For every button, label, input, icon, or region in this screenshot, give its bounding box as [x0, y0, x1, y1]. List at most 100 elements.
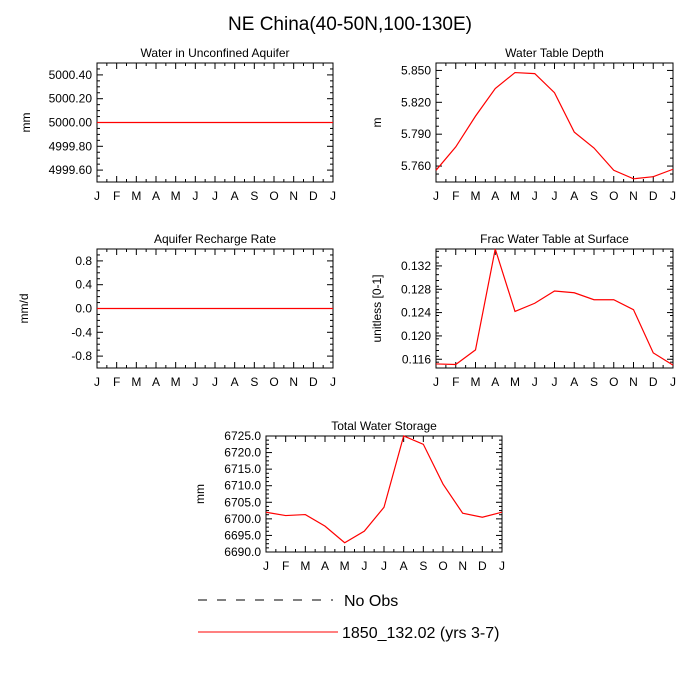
y-tick-label: 4999.80: [49, 139, 93, 153]
series-line: [435, 248, 674, 366]
x-tick-label: J: [192, 189, 198, 203]
x-tick-label: M: [300, 559, 310, 573]
series-line: [435, 71, 674, 180]
x-tick-label: N: [458, 559, 467, 573]
x-tick-label: J: [670, 189, 676, 203]
x-tick-label: D: [309, 189, 318, 203]
x-tick-label: J: [552, 375, 558, 389]
x-tick-label: J: [532, 375, 538, 389]
x-tick-label: J: [499, 559, 505, 573]
y-tick-label: 0.124: [401, 306, 431, 320]
x-tick-label: A: [152, 375, 160, 389]
x-tick-label: S: [590, 189, 598, 203]
y-tick-label: 6690.0: [224, 545, 261, 559]
y-tick-label: 6725.0: [224, 429, 261, 443]
x-tick-label: J: [433, 189, 439, 203]
y-tick-label: 5000.20: [49, 92, 93, 106]
x-tick-label: M: [131, 375, 141, 389]
panel-title: Total Water Storage: [331, 419, 437, 433]
x-tick-label: N: [629, 375, 638, 389]
x-tick-label: D: [478, 559, 487, 573]
x-tick-label: F: [282, 559, 289, 573]
x-tick-label: M: [340, 559, 350, 573]
panel-title: Aquifer Recharge Rate: [154, 232, 276, 246]
x-tick-label: A: [400, 559, 408, 573]
y-tick-label: 6705.0: [224, 495, 261, 509]
y-tick-label: 6715.0: [224, 462, 261, 476]
legend: No Obs 1850_132.02 (yrs 3-7): [198, 593, 499, 642]
y-axis-label: mm: [193, 484, 207, 504]
x-tick-label: J: [192, 375, 198, 389]
x-tick-label: D: [649, 375, 658, 389]
y-tick-label: 5.850: [401, 63, 431, 77]
figure-title: NE China(40-50N,100-130E): [228, 14, 472, 35]
x-tick-label: M: [471, 375, 481, 389]
x-tick-label: J: [94, 189, 100, 203]
y-axis-label: mm: [19, 113, 33, 133]
y-tick-label: 0.0: [75, 302, 92, 316]
panel-title: Frac Water Table at Surface: [480, 232, 629, 246]
legend-1850-label: 1850_132.02 (yrs 3-7): [342, 625, 499, 642]
x-tick-label: F: [452, 375, 459, 389]
x-tick-label: O: [609, 375, 618, 389]
y-axis-label: mm/d: [17, 294, 31, 324]
y-tick-label: 6720.0: [224, 446, 261, 460]
x-tick-label: S: [419, 559, 427, 573]
x-tick-label: A: [570, 189, 578, 203]
x-tick-label: J: [94, 375, 100, 389]
y-tick-label: 5000.40: [49, 68, 93, 82]
x-tick-label: A: [231, 375, 239, 389]
x-tick-label: D: [309, 375, 318, 389]
y-tick-label: 0.116: [402, 352, 431, 366]
plot-frame: [265, 435, 503, 553]
x-tick-label: F: [452, 189, 459, 203]
x-tick-label: A: [491, 375, 499, 389]
x-tick-label: M: [171, 375, 181, 389]
x-tick-label: J: [263, 559, 269, 573]
x-tick-label: A: [491, 189, 499, 203]
x-tick-label: O: [269, 189, 278, 203]
x-tick-label: F: [113, 375, 120, 389]
x-tick-label: O: [609, 189, 618, 203]
x-tick-label: M: [471, 189, 481, 203]
series-line: [265, 435, 503, 544]
y-tick-label: 6700.0: [224, 512, 261, 526]
x-tick-label: M: [510, 375, 520, 389]
x-tick-label: S: [250, 375, 258, 389]
x-tick-label: J: [361, 559, 367, 573]
plot-frame: [435, 248, 674, 369]
x-tick-label: J: [330, 189, 336, 203]
x-tick-label: J: [381, 559, 387, 573]
x-tick-label: D: [649, 189, 658, 203]
x-tick-label: J: [212, 375, 218, 389]
y-tick-label: -0.4: [71, 325, 92, 339]
x-tick-label: J: [532, 189, 538, 203]
x-tick-label: N: [289, 189, 298, 203]
x-tick-label: A: [570, 375, 578, 389]
x-tick-label: S: [250, 189, 258, 203]
panel-title: Water Table Depth: [505, 46, 604, 60]
x-tick-label: M: [131, 189, 141, 203]
x-tick-label: A: [231, 189, 239, 203]
y-tick-label: 0.4: [75, 278, 92, 292]
y-axis-label: m: [370, 118, 384, 128]
y-tick-label: 6695.0: [224, 528, 261, 542]
y-tick-label: 5000.00: [49, 116, 93, 130]
y-tick-label: 6710.0: [224, 479, 261, 493]
x-tick-label: O: [438, 559, 447, 573]
x-tick-label: J: [552, 189, 558, 203]
x-tick-label: J: [330, 375, 336, 389]
x-tick-label: J: [670, 375, 676, 389]
x-tick-label: O: [269, 375, 278, 389]
y-tick-label: 0.8: [75, 254, 92, 268]
x-tick-label: J: [212, 189, 218, 203]
x-tick-label: M: [510, 189, 520, 203]
x-tick-label: J: [433, 375, 439, 389]
y-tick-label: -0.8: [71, 349, 92, 363]
